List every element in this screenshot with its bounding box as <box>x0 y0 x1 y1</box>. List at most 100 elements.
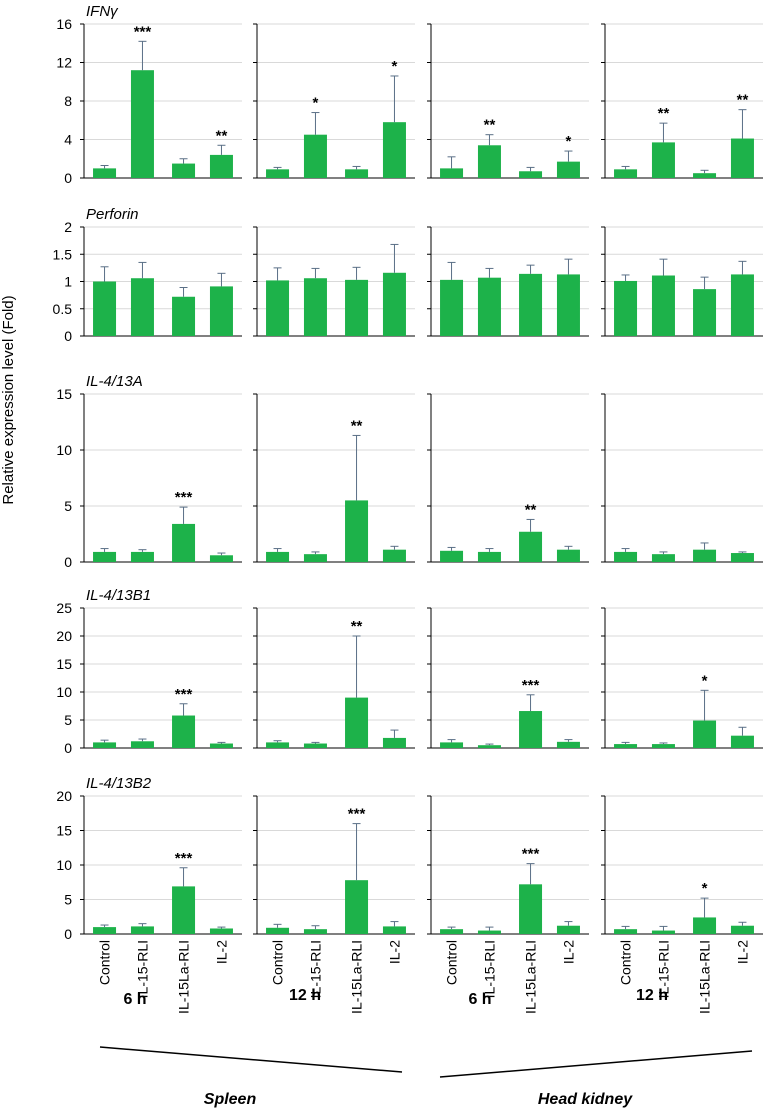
significance-label: ** <box>737 92 749 109</box>
bar-il-15-rli <box>651 744 675 748</box>
significance-label: *** <box>522 677 540 694</box>
bar-il-15la-rli <box>172 715 196 748</box>
x-tick-label-control: Control <box>97 940 113 985</box>
bar-control <box>93 551 117 562</box>
bar-il-15-rli <box>651 930 675 934</box>
bar-il-2 <box>382 737 406 748</box>
panel-head-kidney-6-h: *** <box>427 23 589 179</box>
bar-control <box>266 742 290 748</box>
y-tick-label: 12 <box>56 55 72 71</box>
significance-label: * <box>313 95 319 112</box>
time-label-spleen-12h: 12 h <box>289 987 321 1004</box>
bar-il-15la-rli <box>172 296 196 336</box>
y-tick-label: 25 <box>56 600 72 616</box>
tissue-label-spleen: Spleen <box>204 1091 257 1108</box>
significance-label: ** <box>525 501 537 518</box>
bar-control <box>440 742 464 748</box>
bar-il-15-rli <box>477 145 501 178</box>
bar-il-15-rli <box>651 142 675 178</box>
panel-head-kidney-12-h: ** ** <box>601 23 763 179</box>
bar-il-2 <box>209 928 233 934</box>
bar-control <box>440 550 464 562</box>
x-tick-label-il-15la-rli: IL-15La-RLI <box>523 940 539 1014</box>
y-tick-label: 20 <box>56 788 72 804</box>
bar-il-15la-rli <box>693 289 717 336</box>
bar-control <box>266 927 290 934</box>
bar-il-15la-rli <box>345 169 369 178</box>
bar-il-15la-rli <box>172 163 196 178</box>
y-tick-label: 10 <box>56 684 72 700</box>
y-tick-label: 0 <box>64 170 72 186</box>
x-tick-label-il-2: IL-2 <box>560 940 576 964</box>
bar-control <box>266 551 290 562</box>
significance-label: *** <box>522 846 540 863</box>
bar-control <box>440 929 464 934</box>
panel-spleen-12-h <box>253 226 415 337</box>
bar-il-15la-rli <box>519 884 543 934</box>
bar-il-15la-rli <box>519 531 543 562</box>
panel-spleen-6-h: 0 5 10 15 20 25 *** <box>56 600 242 756</box>
bar-control <box>440 168 464 178</box>
bar-control <box>93 281 117 336</box>
bar-il-2 <box>382 549 406 562</box>
significance-label: ** <box>351 618 363 635</box>
bar-il-2 <box>209 743 233 748</box>
bar-il-15la-rli <box>519 273 543 336</box>
bar-il-15la-rli <box>345 697 369 748</box>
y-tick-label: 1 <box>64 274 72 290</box>
x-tick-label-il-15-rli: IL-15-RLI <box>655 940 671 998</box>
bar-control <box>93 168 117 178</box>
bar-il-15la-rli <box>693 173 717 178</box>
significance-label: * <box>392 58 398 75</box>
bar-il-2 <box>730 553 754 562</box>
bar-control <box>614 929 638 934</box>
bar-il-15-rli <box>303 278 327 336</box>
y-axis-label: Relative expression level (Fold) <box>0 295 17 504</box>
significance-label: *** <box>175 489 193 506</box>
bar-il-15-rli <box>303 134 327 178</box>
bar-il-2 <box>730 138 754 178</box>
panel-spleen-6-h: 0 5 10 15 20 *** <box>56 788 242 942</box>
significance-label: *** <box>134 23 152 40</box>
time-label-spleen-6h: 6 h <box>123 991 146 1008</box>
x-tick-label-il-15-rli: IL-15-RLI <box>307 940 323 998</box>
x-tick-label-control: Control <box>270 940 286 985</box>
bar-il-15-rli <box>130 70 154 178</box>
y-tick-label: 10 <box>56 857 72 873</box>
significance-label: ** <box>351 417 363 434</box>
chart-title: IL-4/13A <box>86 373 143 390</box>
bar-il-15-rli <box>477 930 501 934</box>
x-tick-label-il-15la-rli: IL-15La-RLI <box>176 940 192 1014</box>
bar-control <box>614 169 638 178</box>
y-tick-label: 15 <box>56 656 72 672</box>
bar-il-15-rli <box>130 926 154 934</box>
y-tick-label: 5 <box>64 498 72 514</box>
panel-spleen-12-h: ** <box>253 393 415 563</box>
bar-il-15-rli <box>130 278 154 336</box>
y-tick-label: 15 <box>56 823 72 839</box>
panel-spleen-6-h: 0 5 10 15 *** <box>56 386 242 570</box>
bar-il-15la-rli <box>345 500 369 562</box>
bar-il-2 <box>382 272 406 336</box>
bar-il-15-rli <box>303 929 327 934</box>
bar-il-15la-rli <box>345 279 369 336</box>
bar-il-2 <box>556 741 580 748</box>
significance-label: * <box>566 133 572 150</box>
bar-control <box>266 169 290 178</box>
significance-label: ** <box>484 117 496 134</box>
y-tick-label: 0 <box>64 328 72 344</box>
bar-il-15-rli <box>477 277 501 336</box>
bar-il-15la-rli <box>172 523 196 562</box>
chart-row-perforin: Perforin 0 0.5 1 1.5 2 <box>53 206 763 344</box>
chart-title: Perforin <box>86 206 139 223</box>
significance-label: * <box>702 880 708 897</box>
panel-head-kidney-12-h <box>601 393 763 563</box>
bar-il-15la-rli <box>172 886 196 934</box>
bar-control <box>440 279 464 336</box>
x-tick-label-il-2: IL-2 <box>734 940 750 964</box>
x-tick-label-control: Control <box>444 940 460 985</box>
spleen-group-line <box>99 1046 403 1073</box>
panel-head-kidney-6-h <box>427 226 589 337</box>
